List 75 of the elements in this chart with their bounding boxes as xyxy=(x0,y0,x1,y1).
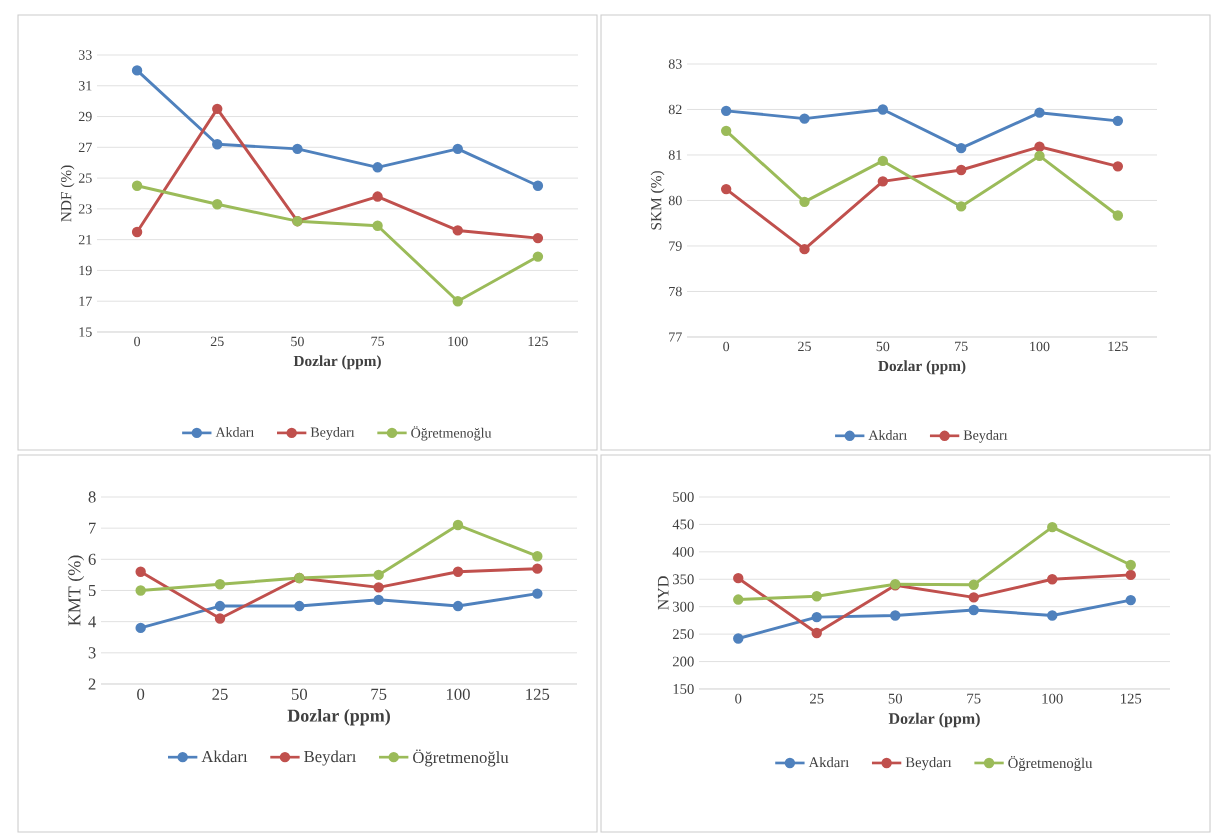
y-tick-label: 250 xyxy=(672,629,694,640)
y-tick-label: 400 xyxy=(672,546,694,557)
y-tick-label: 31 xyxy=(78,81,92,91)
y-tick-label: 15 xyxy=(79,327,92,337)
x-axis-title: Dozlar (ppm) xyxy=(888,712,980,728)
y-axis-title: NDF (%) xyxy=(60,165,75,222)
legend-label: Öğretmenoğlu xyxy=(411,426,492,441)
legend-label: Akdarı xyxy=(215,427,255,437)
x-tick-label: 0 xyxy=(723,341,730,352)
x-tick-label: 0 xyxy=(735,693,742,704)
y-tick-label: 21 xyxy=(78,235,92,245)
y-axis-title: NYD xyxy=(657,576,669,610)
x-tick-label: 75 xyxy=(371,688,387,700)
x-tick-label: 100 xyxy=(1030,341,1050,352)
legend-label: Beydarı xyxy=(304,750,357,766)
y-tick-label: 6 xyxy=(88,553,96,565)
x-tick-label: 100 xyxy=(1042,693,1063,704)
y-tick-label: 78 xyxy=(669,286,682,297)
y-tick-label: 33 xyxy=(78,50,92,60)
y-tick-label: 7 xyxy=(89,522,96,534)
y-tick-label: 19 xyxy=(79,265,92,276)
y-tick-label: 300 xyxy=(673,601,694,612)
x-axis-title: Dozlar (ppm) xyxy=(293,355,381,370)
x-axis-title: Dozlar (ppm) xyxy=(287,709,390,726)
y-tick-label: 4 xyxy=(88,616,97,628)
y-tick-label: 80 xyxy=(668,195,682,206)
y-tick-label: 5 xyxy=(88,584,96,597)
y-tick-label: 350 xyxy=(673,574,694,585)
y-tick-label: 3 xyxy=(88,647,96,659)
x-tick-label: 25 xyxy=(810,693,824,704)
x-tick-label: 100 xyxy=(446,688,470,700)
x-tick-label: 50 xyxy=(876,341,890,352)
legend-label: Beydarı xyxy=(963,429,1008,443)
x-tick-label: 25 xyxy=(212,688,228,700)
y-tick-label: 2 xyxy=(88,678,96,690)
y-tick-label: 25 xyxy=(78,173,92,183)
legend-label: Öğretmenoğlu xyxy=(1008,756,1093,772)
y-tick-label: 17 xyxy=(79,296,92,306)
x-tick-label: 75 xyxy=(955,341,968,352)
legend-label: Beydarı xyxy=(310,427,355,440)
x-tick-label: 75 xyxy=(967,693,981,704)
y-tick-label: 83 xyxy=(668,59,682,69)
y-tick-label: 82 xyxy=(668,104,682,115)
y-tick-label: 200 xyxy=(672,656,694,667)
y-tick-label: 77 xyxy=(669,332,682,342)
x-tick-label: 75 xyxy=(371,336,385,347)
legend-label: Beydarı xyxy=(905,756,952,771)
y-tick-label: 79 xyxy=(669,241,682,251)
x-tick-label: 50 xyxy=(291,336,304,347)
y-tick-label: 8 xyxy=(88,491,96,503)
legend-label: Akdarı xyxy=(201,750,248,763)
y-tick-label: 23 xyxy=(78,204,92,214)
x-tick-label: 50 xyxy=(291,688,308,700)
y-tick-label: 27 xyxy=(78,142,92,152)
x-axis-title: Dozlar (ppm) xyxy=(878,360,966,375)
x-tick-label: 0 xyxy=(134,336,141,347)
legend-label: Akdarı xyxy=(868,429,908,440)
y-tick-label: 81 xyxy=(668,150,682,160)
y-axis-title: KMT (%) xyxy=(67,555,85,626)
x-tick-label: 25 xyxy=(798,341,811,352)
x-tick-label: 125 xyxy=(1108,341,1128,352)
x-tick-label: 50 xyxy=(888,693,903,704)
x-tick-label: 25 xyxy=(210,336,224,347)
y-axis-title: SKM (%) xyxy=(650,171,665,230)
y-tick-label: 150 xyxy=(673,684,694,694)
y-tick-label: 29 xyxy=(78,111,92,122)
x-tick-label: 125 xyxy=(1121,693,1142,704)
legend-label: Akdarı xyxy=(808,756,849,768)
x-tick-label: 100 xyxy=(448,336,468,347)
x-tick-label: 125 xyxy=(528,336,548,347)
x-tick-label: 125 xyxy=(526,688,550,700)
y-tick-label: 500 xyxy=(673,492,694,502)
x-tick-label: 0 xyxy=(137,688,145,700)
y-tick-label: 450 xyxy=(672,519,694,530)
legend-label: Öğretmenoğlu xyxy=(413,749,509,767)
